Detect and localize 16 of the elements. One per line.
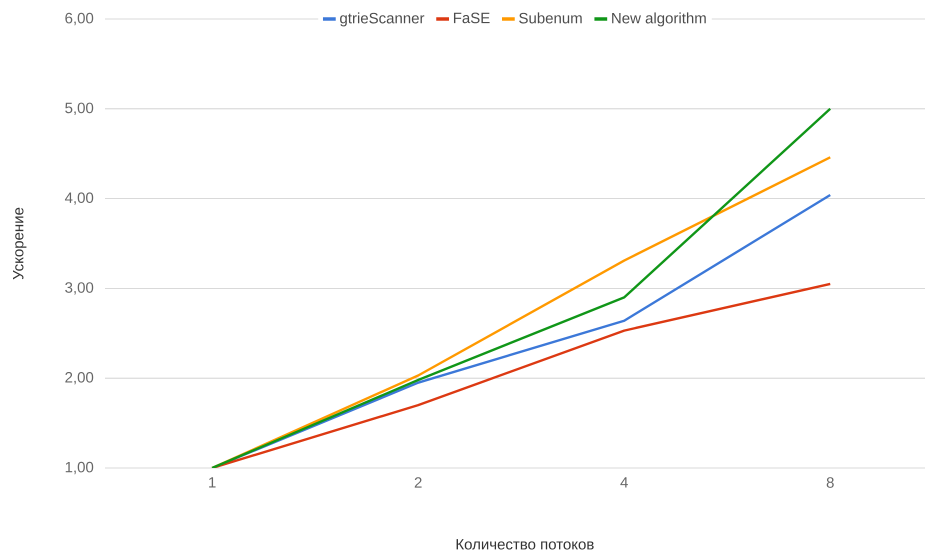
legend-label: FaSE (454, 12, 490, 24)
legend-label: Subenum (519, 12, 582, 24)
y-tick-label: 4,00 (64, 192, 94, 205)
x-tick-label: 1 (209, 477, 216, 488)
x-tick-label: 8 (826, 477, 834, 488)
x-tick-label: 4 (620, 477, 628, 488)
y-tick-label: 2,00 (65, 372, 94, 384)
x-tick-label: 2 (414, 477, 422, 488)
y-tick-label: 6,00 (65, 12, 94, 26)
legend-label: gtrieScanner (340, 12, 424, 26)
y-tick-label: 3,00 (65, 282, 94, 295)
legend-label: New algorithm (612, 12, 706, 26)
y-tick-label: 5,00 (65, 102, 94, 115)
x-axis-title: Количество потоков (456, 539, 594, 550)
y-tick-label: 1,00 (66, 462, 94, 474)
y-axis-title: Ускорение (13, 208, 26, 280)
